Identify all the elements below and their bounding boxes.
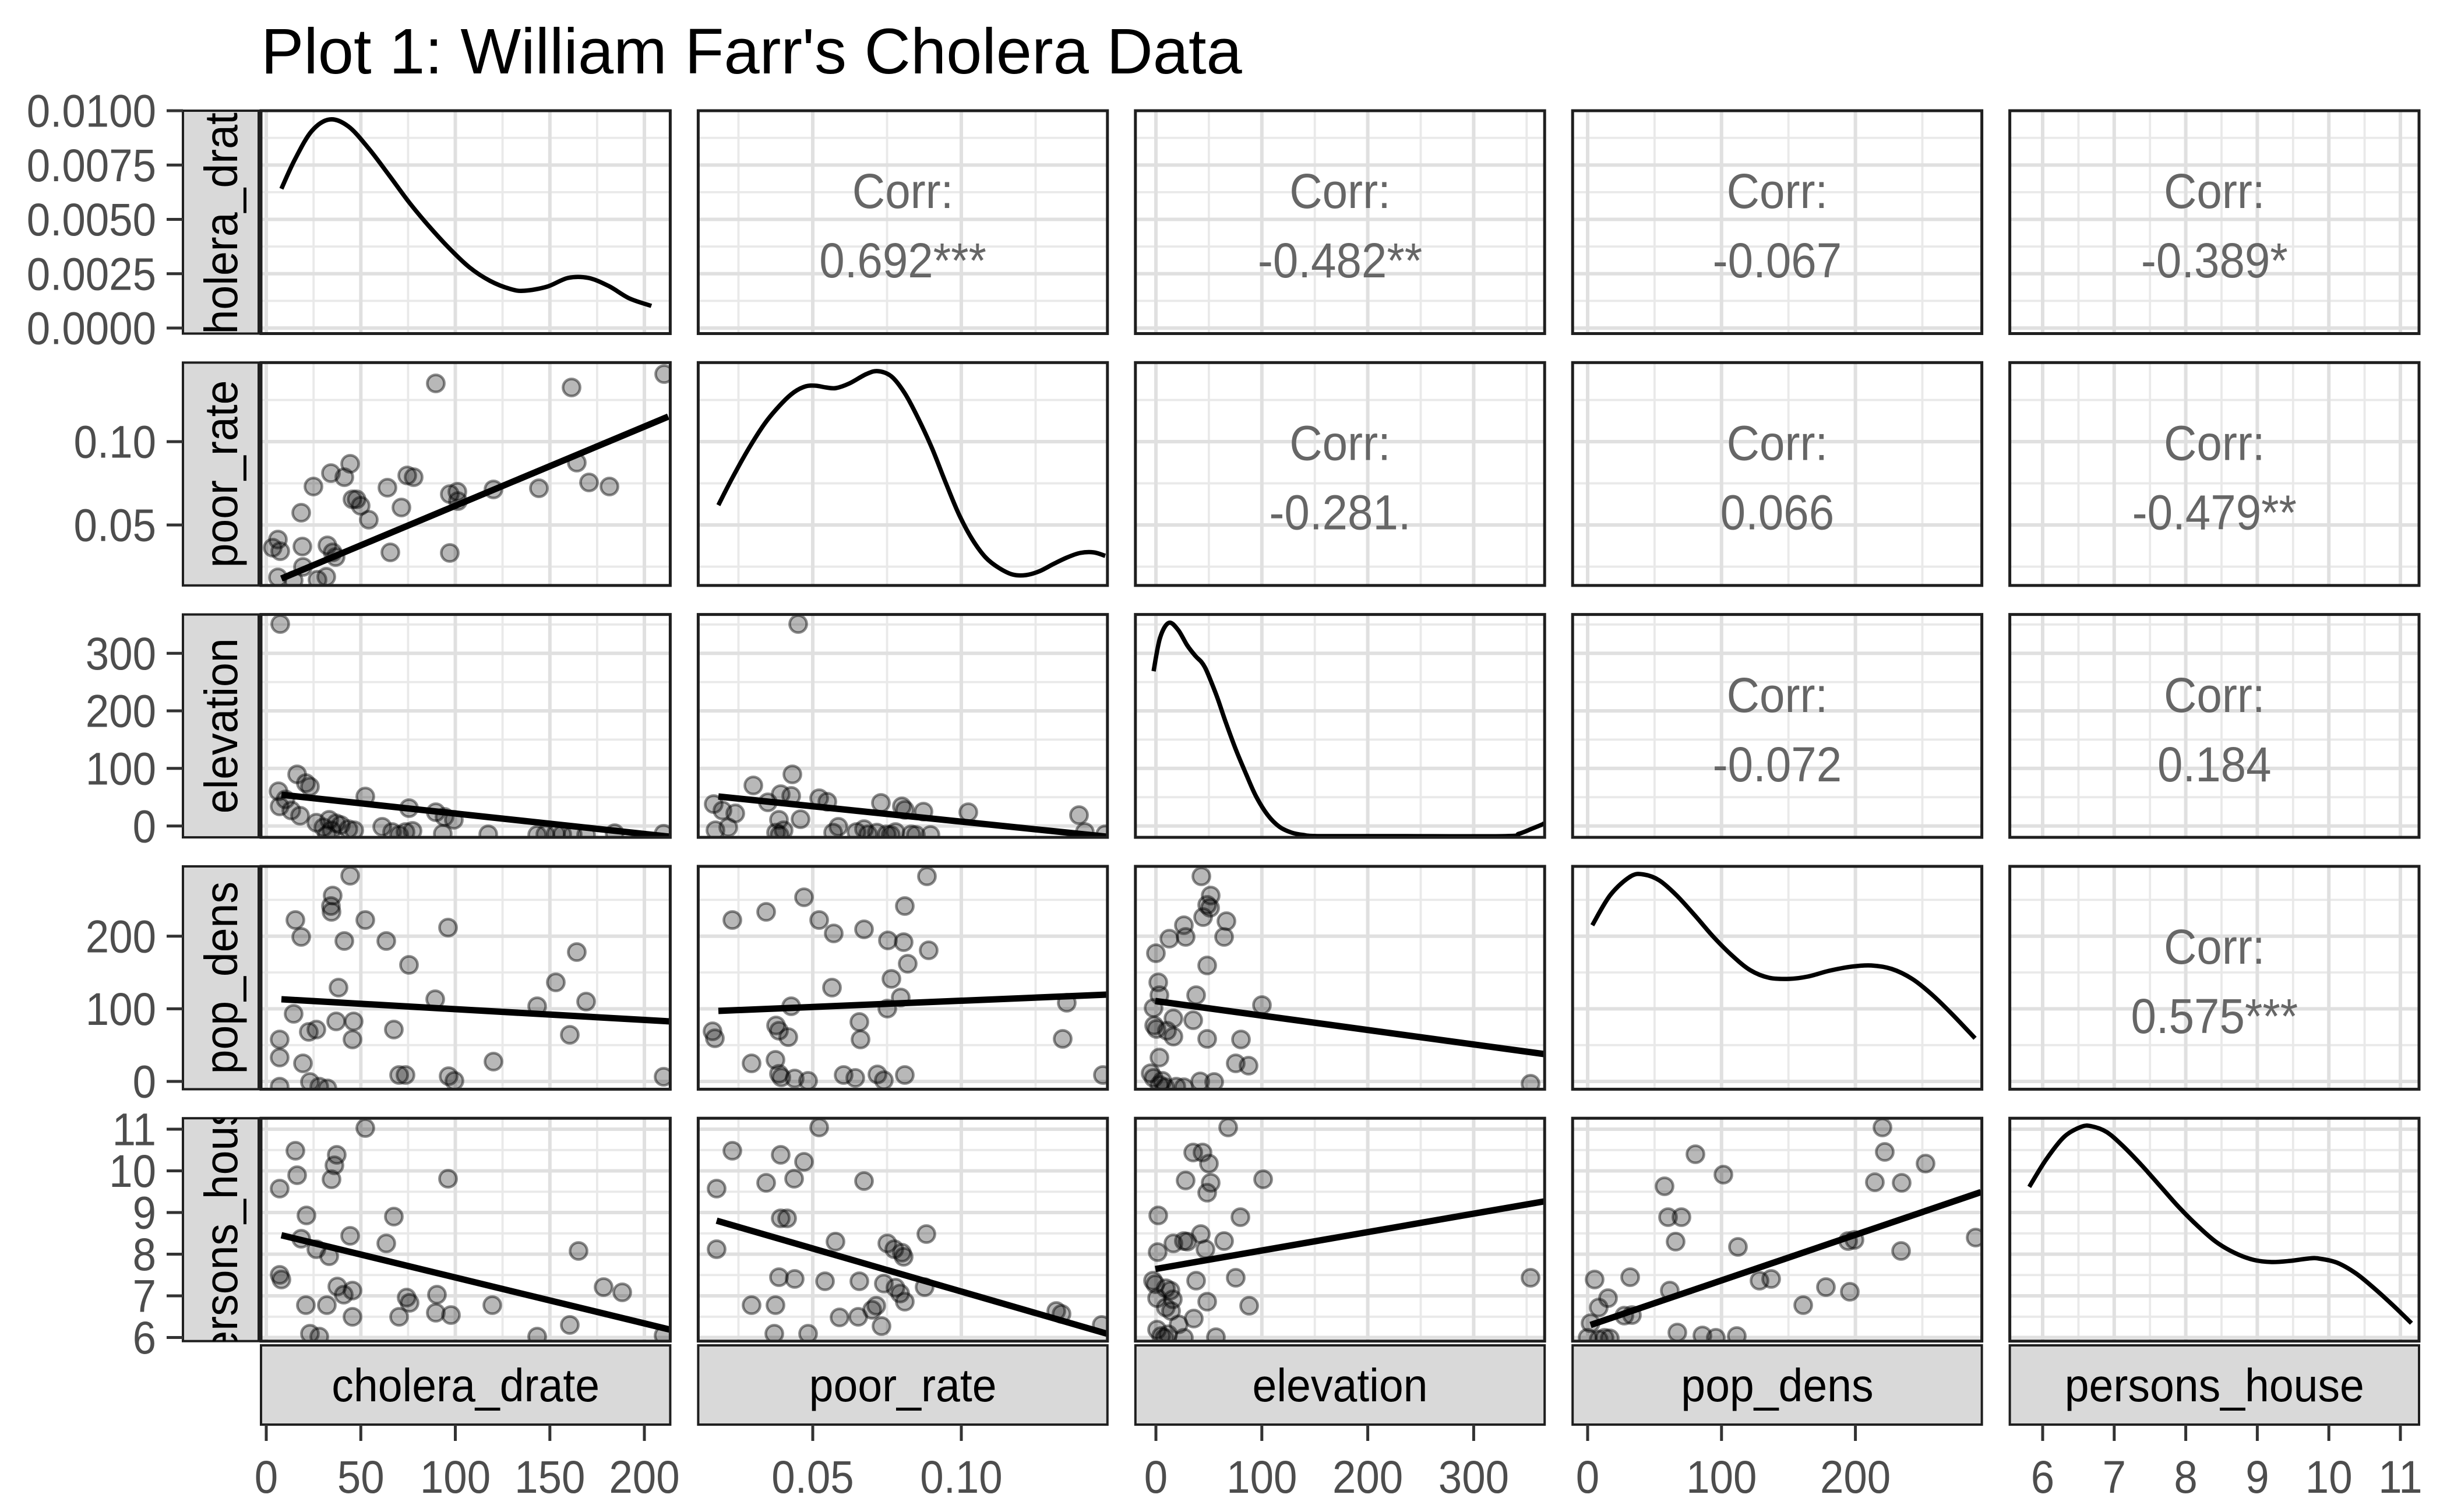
svg-text:0.575***: 0.575*** (2131, 990, 2298, 1044)
svg-text:0.0050: 0.0050 (27, 194, 156, 245)
svg-text:pop_dens: pop_dens (196, 882, 248, 1074)
svg-text:100: 100 (86, 743, 156, 795)
svg-text:0.0000: 0.0000 (27, 303, 156, 354)
svg-text:poor_rate: poor_rate (809, 1360, 997, 1412)
svg-text:300: 300 (86, 628, 156, 679)
svg-text:0: 0 (1576, 1451, 1599, 1503)
svg-text:Corr:: Corr: (1727, 668, 1828, 722)
svg-text:0.0075: 0.0075 (27, 140, 156, 191)
svg-text:9: 9 (133, 1187, 156, 1239)
svg-text:0.10: 0.10 (74, 417, 156, 468)
svg-text:200: 200 (1332, 1451, 1403, 1503)
svg-text:100: 100 (420, 1451, 491, 1503)
svg-text:0.066: 0.066 (1720, 486, 1834, 540)
svg-text:cholera_drate: cholera_drate (196, 88, 248, 356)
svg-text:elevation: elevation (1253, 1360, 1428, 1412)
svg-text:200: 200 (86, 686, 156, 737)
svg-text:200: 200 (86, 911, 156, 963)
svg-text:0: 0 (133, 801, 156, 852)
svg-text:100: 100 (1226, 1451, 1297, 1503)
svg-text:11: 11 (112, 1104, 156, 1155)
svg-text:7: 7 (133, 1271, 156, 1322)
svg-text:11: 11 (2378, 1451, 2422, 1503)
svg-text:-0.482**: -0.482** (1258, 234, 1422, 288)
svg-text:0.10: 0.10 (920, 1451, 1002, 1503)
svg-text:-0.281.: -0.281. (1269, 486, 1411, 540)
svg-text:200: 200 (1820, 1451, 1891, 1503)
svg-text:persons_house: persons_house (196, 1080, 248, 1379)
svg-text:-0.072: -0.072 (1713, 738, 1842, 792)
svg-text:100: 100 (1686, 1451, 1757, 1503)
svg-text:Corr:: Corr: (1727, 417, 1828, 471)
svg-text:0.05: 0.05 (74, 500, 156, 551)
svg-text:Corr:: Corr: (2164, 165, 2265, 219)
svg-text:0.0100: 0.0100 (27, 86, 156, 137)
svg-text:-0.389*: -0.389* (2141, 234, 2288, 288)
svg-text:9: 9 (2245, 1451, 2269, 1503)
svg-text:10: 10 (2305, 1451, 2353, 1503)
svg-text:Corr:: Corr: (2164, 417, 2265, 471)
svg-text:0.05: 0.05 (771, 1451, 854, 1503)
svg-text:Corr:: Corr: (2164, 921, 2265, 975)
svg-text:Corr:: Corr: (852, 165, 954, 219)
svg-text:10: 10 (109, 1146, 156, 1197)
svg-text:0.184: 0.184 (2157, 738, 2271, 792)
svg-text:6: 6 (2031, 1451, 2054, 1503)
svg-text:elevation: elevation (196, 638, 248, 813)
svg-text:Plot 1: William Farr's Cholera: Plot 1: William Farr's Cholera Data (261, 16, 1243, 87)
svg-text:-0.479**: -0.479** (2132, 486, 2297, 540)
svg-text:pop_dens: pop_dens (1681, 1360, 1873, 1412)
svg-text:6: 6 (133, 1312, 156, 1363)
svg-text:150: 150 (514, 1451, 585, 1503)
svg-text:poor_rate: poor_rate (196, 380, 248, 568)
svg-text:0: 0 (1144, 1451, 1168, 1503)
svg-text:Corr:: Corr: (1289, 417, 1391, 471)
svg-text:200: 200 (609, 1451, 679, 1503)
svg-text:8: 8 (2174, 1451, 2197, 1503)
svg-text:Corr:: Corr: (2164, 668, 2265, 722)
svg-text:300: 300 (1438, 1451, 1509, 1503)
svg-text:0: 0 (255, 1451, 278, 1503)
svg-text:-0.067: -0.067 (1713, 234, 1842, 288)
svg-text:100: 100 (86, 984, 156, 1035)
svg-text:50: 50 (337, 1451, 385, 1503)
svg-text:0.692***: 0.692*** (819, 234, 986, 288)
svg-text:persons_house: persons_house (2065, 1360, 2364, 1412)
svg-text:0: 0 (133, 1056, 156, 1108)
svg-text:cholera_drate: cholera_drate (332, 1360, 600, 1412)
svg-text:7: 7 (2103, 1451, 2126, 1503)
svg-text:8: 8 (133, 1229, 156, 1280)
svg-text:Corr:: Corr: (1727, 165, 1828, 219)
svg-text:Corr:: Corr: (1289, 165, 1391, 219)
svg-text:0.0025: 0.0025 (27, 249, 156, 300)
